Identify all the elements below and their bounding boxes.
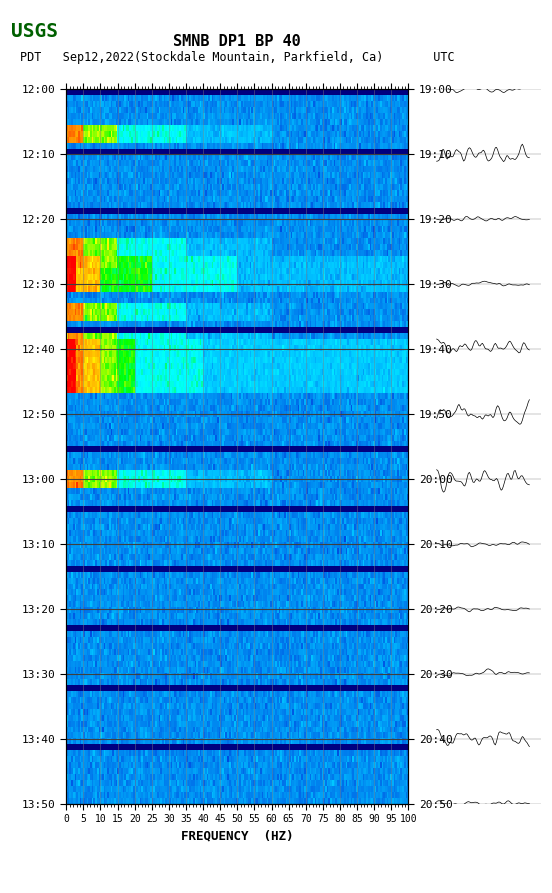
Text: USGS: USGS — [11, 22, 58, 41]
Text: SMNB DP1 BP 40: SMNB DP1 BP 40 — [173, 34, 301, 49]
X-axis label: FREQUENCY  (HZ): FREQUENCY (HZ) — [181, 830, 294, 843]
Text: PDT   Sep12,2022(Stockdale Mountain, Parkfield, Ca)       UTC: PDT Sep12,2022(Stockdale Mountain, Parkf… — [20, 51, 455, 64]
